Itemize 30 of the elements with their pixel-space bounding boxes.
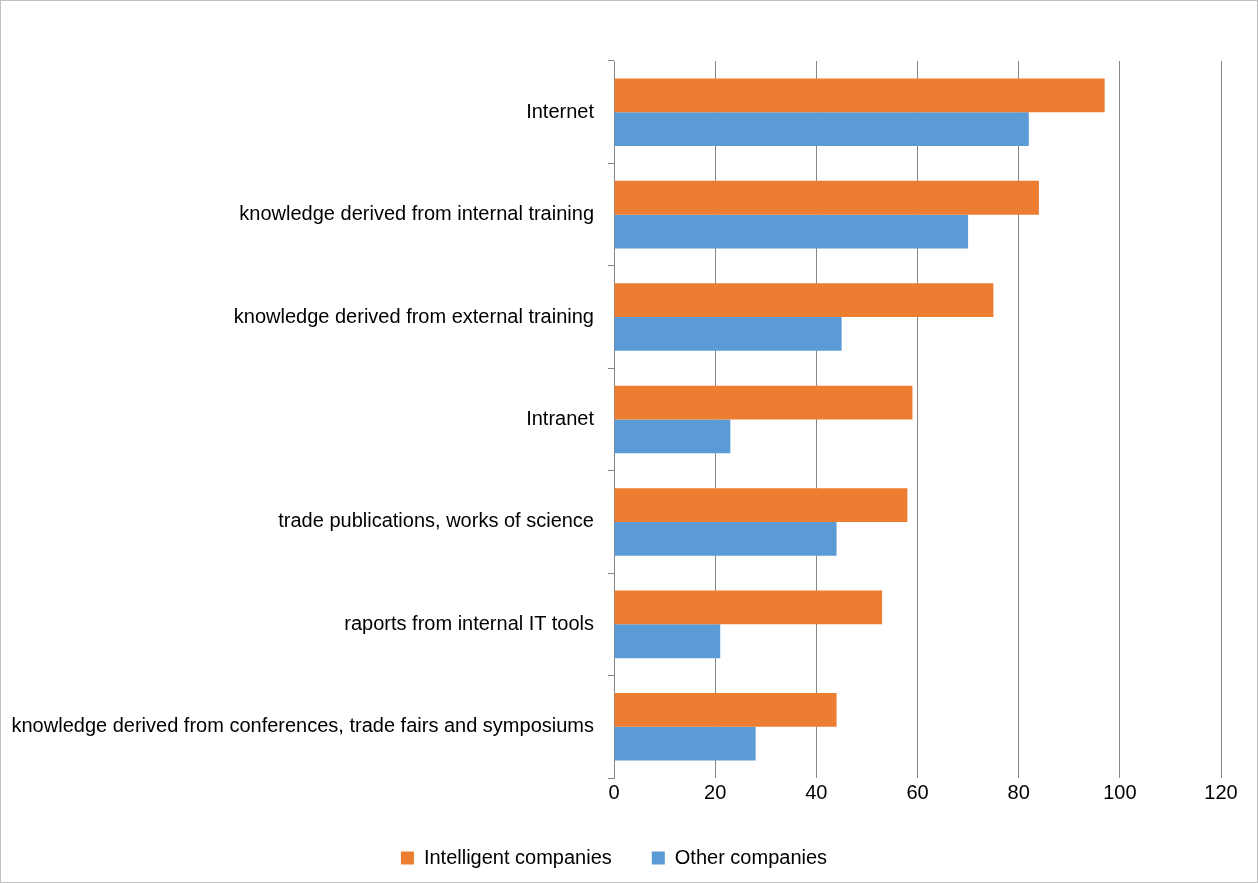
bar	[614, 385, 913, 420]
y-tick-label: knowledge derived from conferences, trade fairs and symposiums	[11, 714, 594, 737]
bar	[614, 521, 837, 556]
bar	[614, 112, 1029, 147]
bar	[614, 180, 1039, 215]
bar	[614, 624, 721, 659]
y-tick-label: Intranet	[526, 407, 595, 430]
x-tick-label: 120	[1204, 780, 1238, 803]
y-tick-label: raports from internal IT tools	[344, 611, 594, 634]
bar	[614, 419, 731, 454]
bar	[614, 692, 837, 727]
x-tick-label: 100	[1103, 780, 1137, 803]
y-tick-label: knowledge derived from external training	[233, 304, 594, 327]
bar	[614, 283, 994, 318]
bar	[614, 488, 908, 522]
y-tick-label: trade publications, works of science	[278, 509, 594, 532]
bar	[614, 726, 756, 761]
legend-label: Other companies	[674, 845, 828, 868]
legend-label: Intelligent companies	[423, 845, 612, 868]
x-tick-label: 60	[906, 780, 929, 803]
x-tick-label: 40	[805, 780, 828, 803]
x-tick-label: 20	[704, 780, 727, 803]
bar	[614, 317, 842, 351]
bar	[614, 214, 969, 249]
bar	[614, 78, 1105, 113]
y-tick-label: knowledge derived from internal training	[239, 202, 594, 225]
x-tick-label: 0	[608, 780, 620, 803]
x-tick-label: 80	[1007, 780, 1030, 803]
bar	[614, 590, 883, 625]
y-tick-label: Internet	[526, 99, 595, 122]
